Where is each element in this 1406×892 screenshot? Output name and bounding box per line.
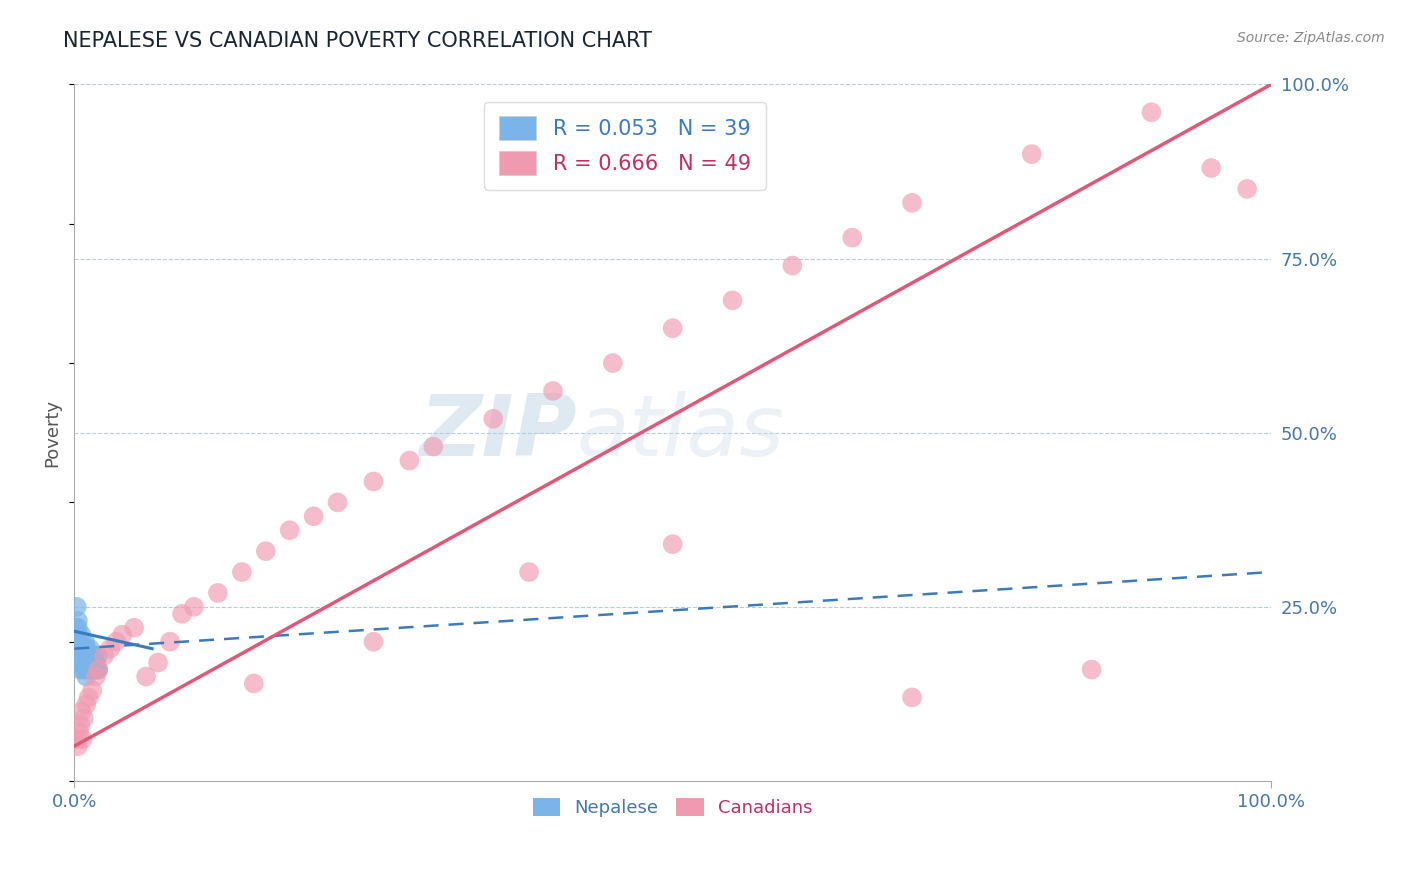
Point [66, 634, 89, 648]
Point [602, 356, 624, 370]
Point [1080, 663, 1102, 677]
Point [75, 698, 97, 712]
Point [82, 683, 104, 698]
Point [77, 663, 100, 677]
Point [66, 628, 89, 642]
Point [87, 663, 110, 677]
Point [170, 607, 193, 621]
Point [69, 663, 91, 677]
Point [77, 663, 100, 677]
Point [73, 711, 96, 725]
Point [72, 732, 94, 747]
Point [782, 259, 804, 273]
Point [363, 475, 385, 489]
Point [76, 648, 98, 663]
Point [66, 739, 89, 754]
Point [398, 453, 420, 467]
Point [66, 621, 89, 635]
Point [1140, 105, 1163, 120]
Point [541, 384, 564, 398]
Point [70, 704, 93, 718]
Point [66, 648, 89, 663]
Point [82, 656, 104, 670]
Point [67, 634, 90, 648]
Point [278, 523, 301, 537]
Point [87, 663, 110, 677]
Point [326, 495, 349, 509]
Point [254, 544, 277, 558]
Point [482, 411, 505, 425]
Point [661, 537, 683, 551]
Point [1021, 147, 1043, 161]
Point [83, 648, 105, 663]
Point [66, 599, 89, 614]
Point [73, 663, 96, 677]
Point [65, 641, 87, 656]
Point [901, 690, 924, 705]
Legend: Nepalese, Canadians: Nepalese, Canadians [526, 790, 820, 824]
Point [70, 628, 93, 642]
Point [231, 565, 253, 579]
Point [183, 599, 205, 614]
Text: NEPALESE VS CANADIAN POVERTY CORRELATION CHART: NEPALESE VS CANADIAN POVERTY CORRELATION… [63, 31, 652, 51]
Point [75, 641, 97, 656]
Point [72, 656, 94, 670]
Point [841, 230, 863, 244]
Point [135, 669, 157, 683]
Point [146, 656, 169, 670]
Point [69, 718, 91, 732]
Point [84, 669, 107, 683]
Point [67, 656, 90, 670]
Point [111, 628, 134, 642]
Point [84, 656, 107, 670]
Point [70, 641, 93, 656]
Point [77, 690, 100, 705]
Point [69, 641, 91, 656]
Point [67, 634, 90, 648]
Point [661, 321, 683, 335]
Point [82, 656, 104, 670]
Point [87, 648, 110, 663]
Point [73, 656, 96, 670]
Point [79, 641, 101, 656]
Point [65, 621, 87, 635]
Point [66, 732, 89, 747]
Point [93, 648, 115, 663]
Point [82, 663, 104, 677]
Point [363, 634, 385, 648]
Point [75, 634, 97, 648]
Point [105, 634, 128, 648]
Point [70, 648, 93, 663]
Point [302, 509, 325, 524]
Text: ZIP: ZIP [419, 392, 576, 475]
Point [122, 621, 145, 635]
Point [98, 641, 121, 656]
Point [207, 586, 229, 600]
Point [76, 656, 98, 670]
Point [159, 634, 181, 648]
Point [1199, 161, 1222, 175]
Point [901, 195, 924, 210]
Point [67, 725, 90, 739]
Text: atlas: atlas [576, 392, 785, 475]
Point [1236, 182, 1258, 196]
Point [73, 648, 96, 663]
Point [75, 669, 97, 683]
Point [75, 656, 97, 670]
Point [86, 663, 108, 677]
Point [243, 676, 266, 690]
Text: Source: ZipAtlas.com: Source: ZipAtlas.com [1237, 31, 1385, 45]
Y-axis label: Poverty: Poverty [44, 399, 60, 467]
Point [517, 565, 540, 579]
Point [72, 641, 94, 656]
Point [66, 614, 89, 628]
Point [80, 648, 103, 663]
Point [422, 440, 444, 454]
Point [721, 293, 744, 308]
